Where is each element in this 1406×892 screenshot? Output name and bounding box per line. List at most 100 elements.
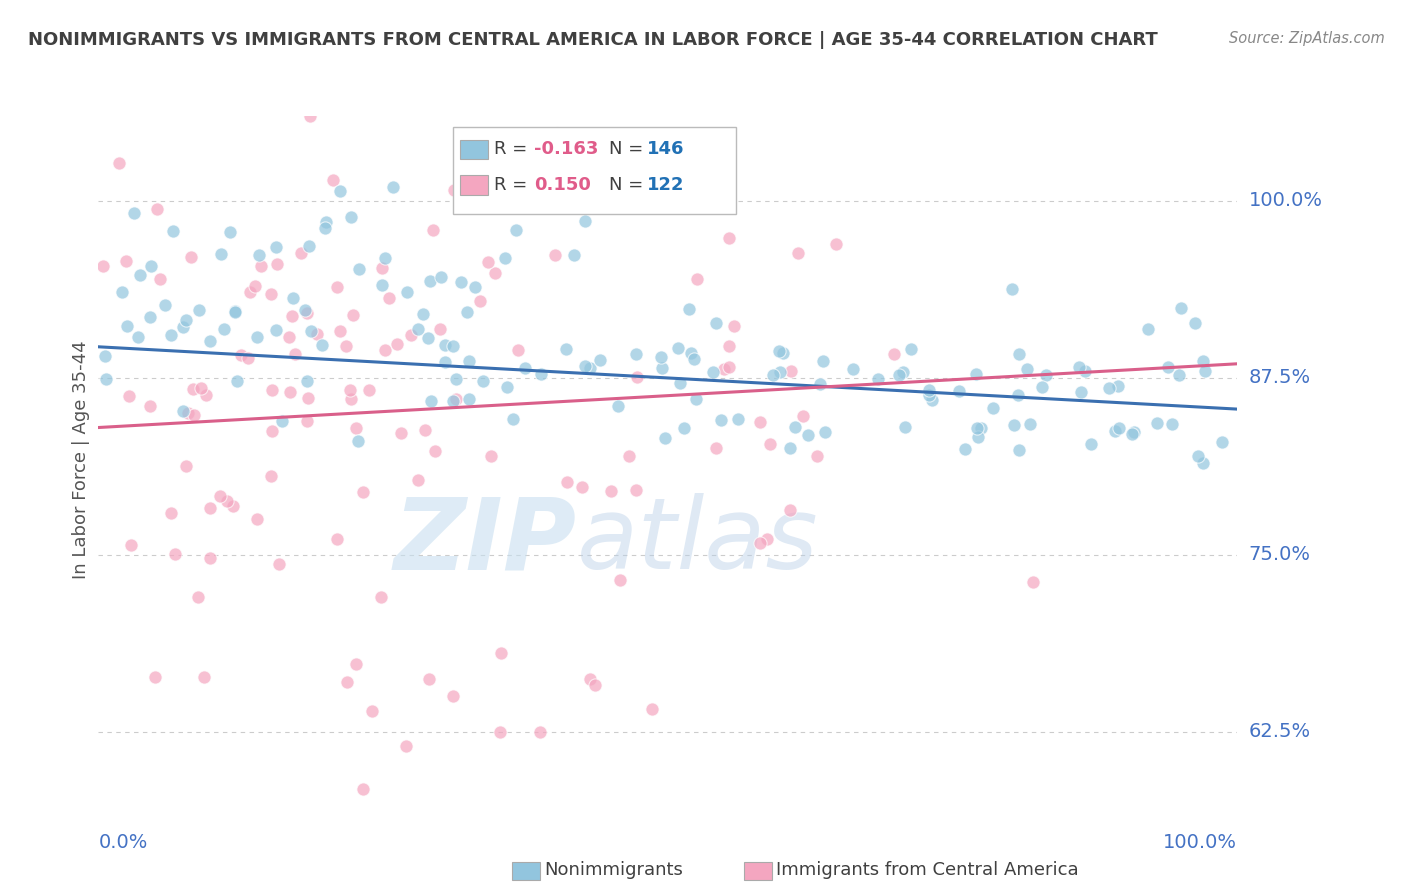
Point	[673, 420, 696, 434]
Text: -0.163: -0.163	[534, 140, 599, 158]
Text: R =: R =	[494, 176, 533, 194]
Point	[96, 371, 118, 385]
Point	[298, 109, 321, 123]
Point	[183, 382, 205, 396]
Point	[352, 782, 374, 797]
Point	[458, 392, 481, 407]
Point	[329, 325, 352, 339]
Y-axis label: In Labor Force | Age 35-44: In Labor Force | Age 35-44	[72, 340, 90, 579]
Text: 122: 122	[647, 176, 685, 194]
Point	[117, 318, 139, 333]
Point	[609, 574, 631, 588]
Point	[344, 657, 367, 672]
Point	[305, 326, 328, 341]
Point	[571, 480, 593, 494]
Point	[408, 322, 430, 336]
Text: 0.150: 0.150	[534, 176, 592, 194]
Point	[378, 291, 401, 305]
Point	[418, 673, 440, 687]
Text: atlas: atlas	[576, 493, 818, 591]
Point	[111, 285, 134, 300]
Point	[1161, 417, 1184, 432]
Point	[267, 557, 290, 571]
Point	[953, 442, 976, 456]
Point	[654, 431, 676, 445]
Point	[1137, 322, 1160, 336]
Point	[226, 375, 249, 389]
Point	[139, 310, 162, 325]
Point	[127, 330, 149, 344]
Point	[190, 381, 212, 395]
Point	[342, 309, 364, 323]
Point	[1108, 421, 1130, 435]
Point	[177, 406, 200, 420]
Point	[772, 346, 794, 360]
Point	[450, 275, 472, 289]
Point	[546, 126, 568, 140]
Point	[1019, 417, 1042, 431]
Point	[470, 293, 492, 308]
Point	[340, 211, 363, 225]
Point	[212, 321, 235, 335]
Point	[165, 547, 187, 561]
Point	[174, 313, 197, 327]
Point	[606, 399, 628, 413]
Text: ZIP: ZIP	[394, 493, 576, 591]
Text: 62.5%: 62.5%	[1249, 723, 1310, 741]
Point	[382, 179, 405, 194]
Point	[1080, 437, 1102, 451]
Point	[599, 484, 621, 499]
Point	[200, 550, 222, 565]
Point	[278, 330, 301, 344]
Point	[239, 285, 262, 299]
Point	[477, 255, 499, 269]
Point	[246, 329, 269, 343]
Point	[193, 670, 215, 684]
Point	[336, 674, 359, 689]
Text: 100.0%: 100.0%	[1163, 833, 1237, 853]
Point	[389, 425, 412, 440]
Text: 87.5%: 87.5%	[1249, 368, 1310, 387]
Point	[159, 328, 181, 343]
Point	[626, 369, 648, 384]
Point	[139, 399, 162, 413]
Point	[224, 304, 246, 318]
Point	[246, 511, 269, 525]
Point	[710, 412, 733, 426]
Point	[446, 372, 468, 386]
Point	[808, 376, 831, 391]
Point	[217, 494, 239, 508]
Point	[371, 278, 394, 293]
Point	[1157, 360, 1180, 375]
Text: 0.0%: 0.0%	[98, 833, 148, 853]
Point	[120, 538, 142, 552]
Point	[1008, 442, 1031, 457]
Point	[659, 194, 682, 208]
Point	[981, 401, 1004, 416]
Point	[278, 384, 301, 399]
Point	[174, 458, 197, 473]
Point	[153, 298, 176, 312]
Point	[260, 287, 283, 301]
Point	[149, 272, 172, 286]
Point	[797, 428, 820, 442]
Point	[624, 347, 647, 361]
Point	[374, 343, 396, 357]
Point	[699, 155, 721, 169]
Point	[423, 444, 446, 458]
Point	[1070, 385, 1092, 400]
Point	[433, 355, 456, 369]
Point	[768, 344, 790, 359]
Point	[236, 351, 259, 365]
Point	[264, 323, 287, 337]
Point	[325, 532, 347, 546]
Point	[247, 248, 270, 262]
Point	[508, 343, 530, 357]
Point	[666, 342, 689, 356]
Point	[900, 343, 922, 357]
Point	[209, 489, 232, 503]
Point	[641, 702, 664, 716]
Point	[129, 268, 152, 283]
Point	[825, 236, 848, 251]
Point	[444, 392, 467, 406]
